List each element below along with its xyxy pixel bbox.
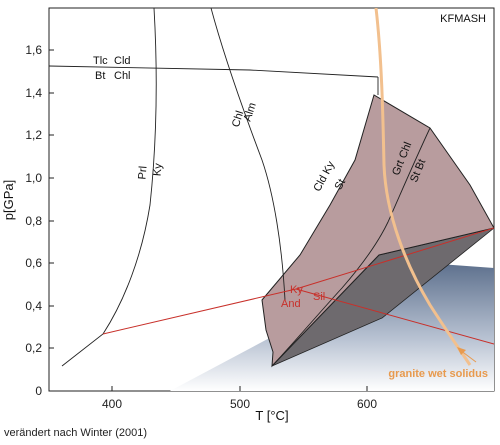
stability-field xyxy=(261,94,494,368)
x-tick-label: 600 xyxy=(357,397,377,411)
y-tick-label: 1,4 xyxy=(25,86,42,100)
solidus-label: granite wet solidus xyxy=(388,368,488,380)
alm-chl-curve xyxy=(210,8,286,301)
label-chl-left: Chl xyxy=(114,70,131,82)
label-sil-red: Sil xyxy=(313,291,325,303)
y-tick-label: 0,6 xyxy=(25,256,42,270)
y-tick-label: 0,2 xyxy=(25,341,42,355)
label-and-red: And xyxy=(281,298,301,310)
label-ky-left: Ky xyxy=(151,162,164,176)
grt-chl-st-bt-curve xyxy=(271,127,431,367)
source-note: verändert nach Winter (2001) xyxy=(4,427,148,439)
y-tick-label: 0,8 xyxy=(25,214,42,228)
y-tick-label: 1,2 xyxy=(25,128,42,142)
system-label: KFMASH xyxy=(440,13,486,25)
and-sil-line xyxy=(295,288,494,345)
solidus-arrowhead xyxy=(457,347,466,355)
y-tick-label: 1,6 xyxy=(25,43,42,57)
x-tick-label: 400 xyxy=(102,397,122,411)
x-ticks xyxy=(111,386,368,391)
x-tick-label: 500 xyxy=(230,397,250,411)
granite-wet-solidus-curve xyxy=(374,8,472,366)
label-st-mid: St xyxy=(333,177,348,192)
label-chl-mid: Chl xyxy=(230,109,247,128)
x-axis-title: T [°C] xyxy=(255,408,288,423)
ky-sil-line xyxy=(295,227,494,290)
label-prl: Prl xyxy=(136,166,149,180)
y-tick-label: 0,4 xyxy=(25,299,42,313)
label-alm: Alm xyxy=(242,101,259,123)
label-tlc: Tlc xyxy=(93,55,108,67)
label-ky-red: Ky xyxy=(290,284,303,296)
y-tick-label: 0 xyxy=(35,384,42,398)
label-bt: Bt xyxy=(95,70,105,82)
ky-and-line xyxy=(102,288,297,335)
y-axis-title: p[GPa] xyxy=(1,180,16,220)
prl-ky-curve xyxy=(61,8,157,367)
tlc-cld-bt-chl-line xyxy=(49,65,379,78)
y-tick-label: 1,0 xyxy=(25,171,42,185)
y-ticks xyxy=(49,49,54,392)
label-cld-upper: Cld xyxy=(114,55,131,67)
